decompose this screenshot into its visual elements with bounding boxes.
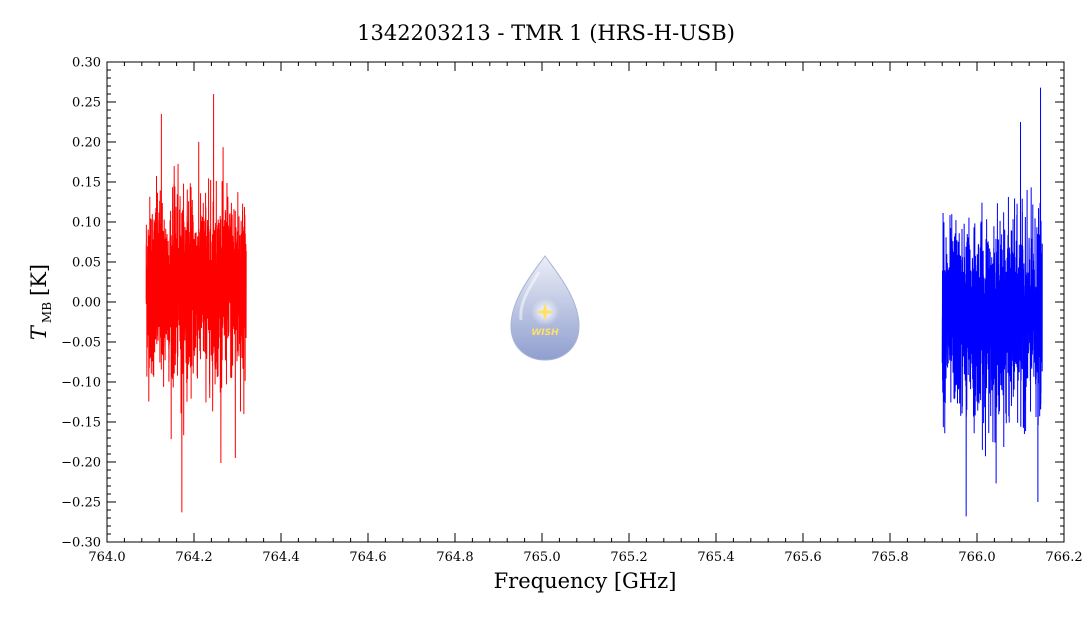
x-tick-label: 764.6 (349, 550, 386, 565)
series-layer (145, 87, 1043, 517)
x-tick-label: 766.0 (958, 550, 995, 565)
y-tick-label: −0.25 (61, 496, 101, 511)
y-tick-label: 0.30 (72, 56, 101, 71)
y-tick-label: −0.15 (61, 416, 101, 431)
x-axis: 764.0 764.2 764.4 764.6 764.8 765.0 765.2 765.4… (88, 62, 1083, 565)
x-tick-label: 765.4 (697, 550, 734, 565)
x-tick-label: 765.2 (610, 550, 647, 565)
x-tick-label: 764.2 (175, 550, 212, 565)
x-tick-label: 766.2 (1045, 550, 1082, 565)
svg-text:TMB[K]: TMB [K] (27, 264, 54, 340)
y-axis-title-subscript: MB (40, 302, 54, 323)
y-tick-label: 0.15 (72, 176, 101, 191)
x-tick-label: 765.8 (871, 550, 908, 565)
y-tick-label: −0.30 (61, 536, 101, 551)
plot-frame (106, 61, 1065, 543)
x-axis-title: Frequency [GHz] (494, 569, 677, 593)
y-tick-label: 0.05 (72, 256, 101, 271)
y-tick-label: −0.05 (61, 336, 101, 351)
logo-label: WISH (531, 328, 559, 338)
series-line-2 (941, 87, 1043, 517)
y-axis: 0.30 0.25 0.20 0.15 0.10 0.05 0.00 −0.05 −0.10 −0… (61, 56, 1064, 551)
y-tick-label: 0.20 (72, 136, 101, 151)
y-tick-label: 0.00 (72, 296, 101, 311)
x-tick-label: 765.6 (784, 550, 821, 565)
x-tick-label: 765.0 (523, 550, 560, 565)
star-icon (536, 303, 554, 321)
wish-logo: WISH (510, 255, 580, 361)
x-tick-label: 764.0 (88, 550, 125, 565)
x-tick-label: 764.4 (262, 550, 299, 565)
y-tick-label: −0.20 (61, 456, 101, 471)
chart-title: 1342203213 - TMR 1 (HRS-H-USB) (357, 21, 735, 45)
y-axis-title: TMB [K] (27, 264, 54, 340)
y-axis-title-symbol: T (27, 324, 51, 340)
y-tick-label: −0.10 (61, 376, 101, 391)
series-line-1 (145, 93, 247, 513)
y-tick-label: 0.10 (72, 216, 101, 231)
y-axis-title-unit: [K] (27, 264, 51, 296)
y-tick-label: 0.25 (72, 96, 101, 111)
x-tick-label: 764.8 (436, 550, 473, 565)
